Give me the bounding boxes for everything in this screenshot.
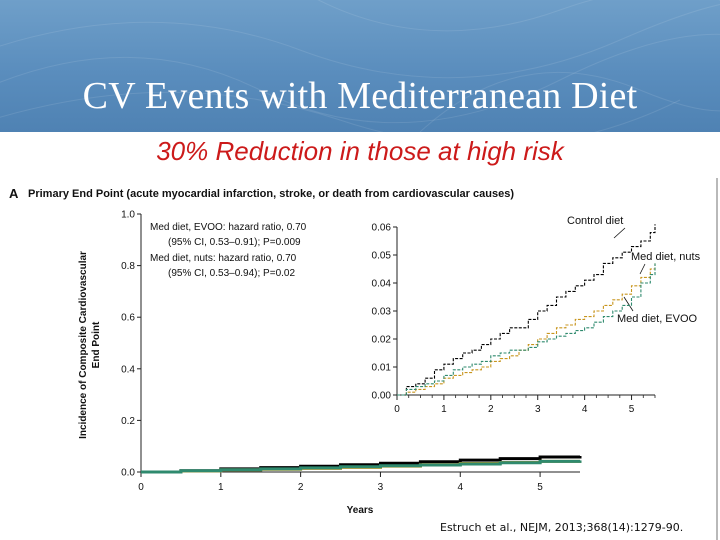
banner-pattern-icon [0,0,720,132]
chart-title: Primary End Point (acute myocardial infa… [28,188,514,200]
inset-x-tick-label: 1 [441,404,447,415]
slide-subtitle: 30% Reduction in those at high risk [156,136,564,166]
inset-line-med-diet-evoo [397,263,656,396]
main-x-tick-label: 4 [457,482,463,493]
pointer-control-diet [613,227,626,239]
inset-axes: 0.00 0.01 0.02 0.03 0.04 0.05 0.06 0 1 2 3 4 5 [372,223,656,415]
x-axis-label: Years [347,505,374,516]
inset-y-tick-label: 0.05 [372,251,392,262]
inset-x-tick-label: 3 [535,404,541,415]
panel-label: A [9,186,19,201]
inset-y-tick-label: 0.06 [372,223,392,234]
annotation-evoo-hr: Med diet, EVOO: hazard ratio, 0.70 [150,222,307,233]
inset-y-tick-label: 0.00 [372,391,392,402]
right-divider [716,178,718,540]
pointer-med-diet-nuts [639,263,646,275]
inset-label-control-diet: Control diet [567,215,623,227]
inset-y-tick-label: 0.04 [372,279,392,290]
inset-label-med-diet-nuts: Med diet, nuts [631,251,701,263]
main-y-tick-label: 0.6 [121,313,135,324]
annotation-nuts-ci: (95% CI, 0.53–0.94); P=0.02 [168,268,295,279]
inset-y-tick-label: 0.01 [372,363,392,374]
inset-x-tick-label: 2 [488,404,494,415]
main-y-tick-label: 0.2 [121,416,135,427]
main-axes: 0.0 0.2 0.4 0.6 0.8 1.0 0 1 2 3 4 5 [121,210,580,493]
chart-figure: A Primary End Point (acute myocardial in… [9,186,701,516]
main-y-tick-label: 1.0 [121,210,135,221]
title-banner: CV Events with Mediterranean Diet [0,0,720,132]
inset-label-med-diet-evoo: Med diet, EVOO [617,313,698,325]
main-chart: A Primary End Point (acute myocardial in… [9,186,582,516]
main-y-tick-label: 0.4 [121,364,135,375]
main-x-tick-label: 3 [378,482,384,493]
pointer-med-diet-evoo [623,296,634,312]
inset-line-control-diet [397,224,656,396]
annotation-evoo-ci: (95% CI, 0.53–0.91); P=0.009 [168,237,301,248]
annotation-nuts-hr: Med diet, nuts: hazard ratio, 0.70 [150,253,297,264]
main-y-tick-label: 0.8 [121,261,135,272]
inset-y-tick-label: 0.03 [372,307,392,318]
main-x-tick-label: 1 [218,482,224,493]
inset-x-tick-label: 4 [582,404,588,415]
inset-line-med-diet-nuts [397,263,656,396]
inset-series [397,224,656,396]
inset-x-tick-label: 5 [629,404,635,415]
main-series [141,455,582,474]
inset-x-tick-label: 0 [394,404,400,415]
inset-y-tick-label: 0.02 [372,335,392,346]
main-x-tick-label: 0 [138,482,144,493]
citation: Estruch et al., NEJM, 2013;368(14):1279-… [440,521,684,534]
main-x-tick-label: 2 [298,482,304,493]
main-x-tick-label: 5 [537,482,543,493]
y-axis-label-line2: End Point [91,321,102,368]
page-title: CV Events with Mediterranean Diet [82,75,638,117]
y-axis-label-line1: Incidence of Composite Cardiovascular [78,251,89,439]
inset-chart: Control diet Med diet, nuts Med diet, EV… [372,215,701,415]
main-y-tick-label: 0.0 [121,468,135,479]
main-line-med-diet-evoo [141,459,582,474]
